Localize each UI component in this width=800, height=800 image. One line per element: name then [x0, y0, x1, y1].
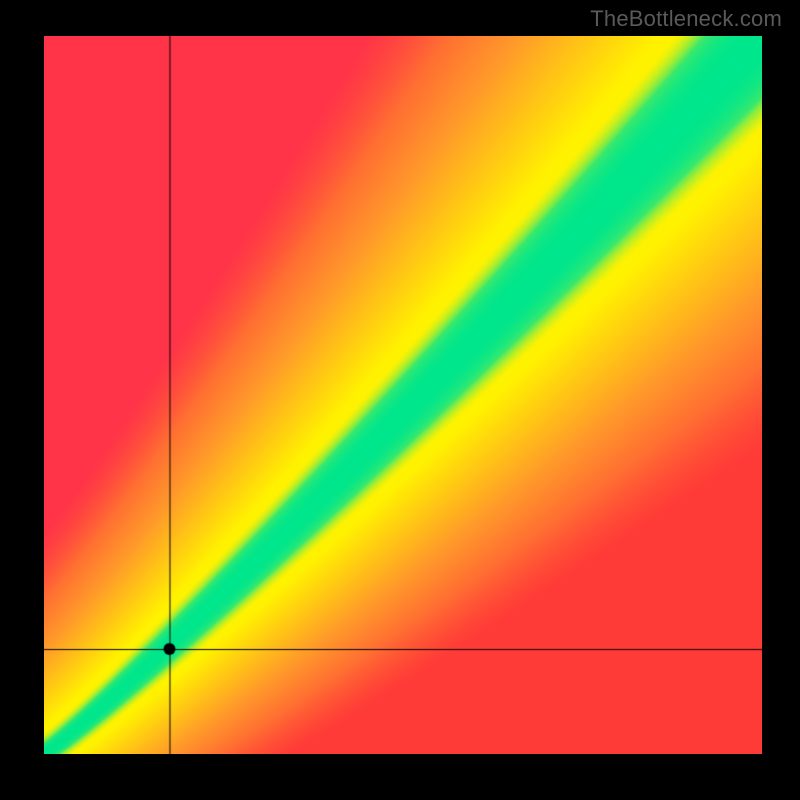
bottleneck-heatmap	[44, 36, 762, 754]
plot-area	[44, 36, 762, 754]
chart-container: TheBottleneck.com	[0, 0, 800, 800]
attribution-text: TheBottleneck.com	[590, 6, 782, 32]
